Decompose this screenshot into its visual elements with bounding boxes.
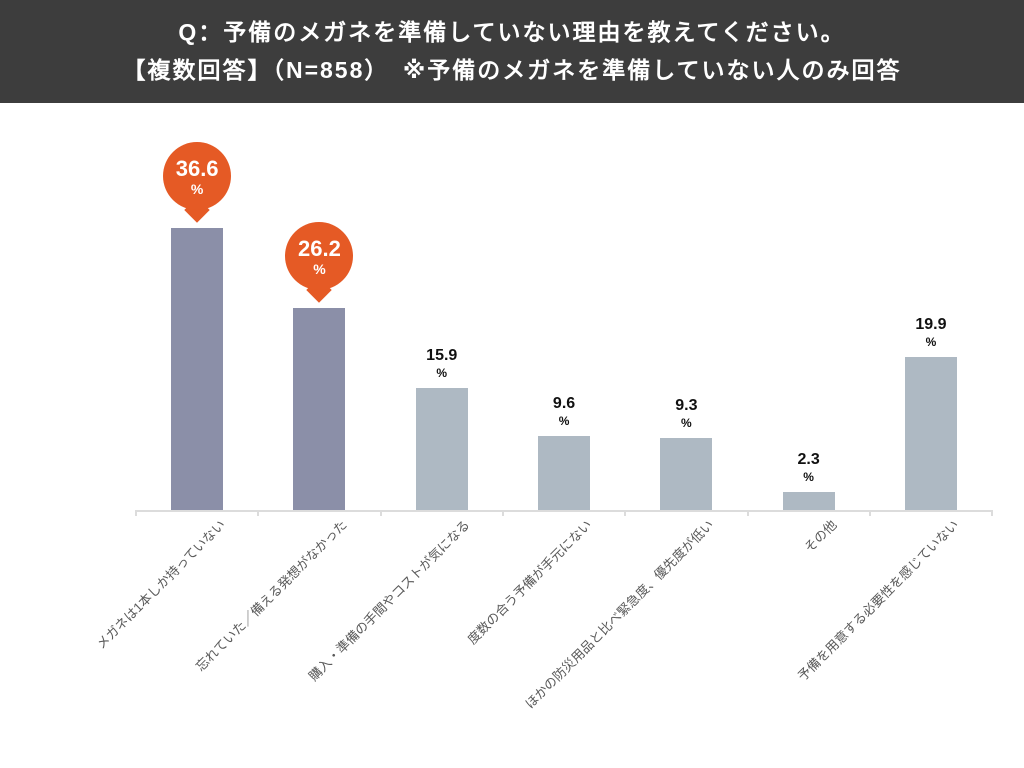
axis-tick [746,510,749,516]
value-label-6: 2.3% [769,450,849,485]
question-header: Q：予備のメガネを準備していない理由を教えてください。 【複数回答】（N=858… [0,0,1024,103]
bar-3 [415,388,468,510]
callout-value: 36.6 [175,155,219,181]
category-label-4: 度数の合う予備が手元にない [464,517,595,648]
bar-5 [660,438,713,510]
bar-1 [171,228,224,510]
bar-4 [538,436,591,510]
value-number: 9.3 [675,397,698,414]
value-label-3: 15.9% [402,346,482,381]
category-label-5: ほかの防災用品と比べ緊急度、優先度が低い [522,517,717,712]
callout-bubble-2: 26.2% [285,222,354,290]
question-line-2: 【複数回答】（N=858） ※予備のメガネを準備していない人のみ回答 [122,57,902,83]
bar-2 [293,308,346,510]
value-label-5: 9.3% [646,396,726,431]
value-label-7: 19.9% [891,315,971,350]
axis-tick [624,510,627,516]
axis-tick [991,510,994,516]
value-unit: % [558,414,570,428]
callout-unit: % [313,260,326,277]
axis-tick [257,510,260,516]
value-label-4: 9.6% [524,394,604,429]
value-number: 15.9 [426,347,458,364]
value-number: 19.9 [915,316,947,333]
value-unit: % [436,366,448,380]
axis-tick [501,510,504,516]
category-label-6: その他 [801,517,840,556]
callout-value: 26.2 [298,235,341,261]
x-axis-line [136,510,993,512]
value-number: 9.6 [552,395,576,412]
callout-unit: % [190,180,204,197]
value-unit: % [681,416,692,430]
value-unit: % [803,470,814,484]
question-line-1: Q：予備のメガネを準備していない理由を教えてください。 [178,19,846,45]
axis-tick [379,510,382,516]
bar-6 [782,492,835,510]
axis-tick [868,510,871,516]
value-number: 2.3 [797,451,820,468]
bar-7 [904,357,957,510]
category-label-1: メガネは1本しか持っていない [92,517,228,652]
callout-bubble-1: 36.6% [163,142,232,210]
axis-tick [135,510,137,516]
value-unit: % [925,335,937,349]
